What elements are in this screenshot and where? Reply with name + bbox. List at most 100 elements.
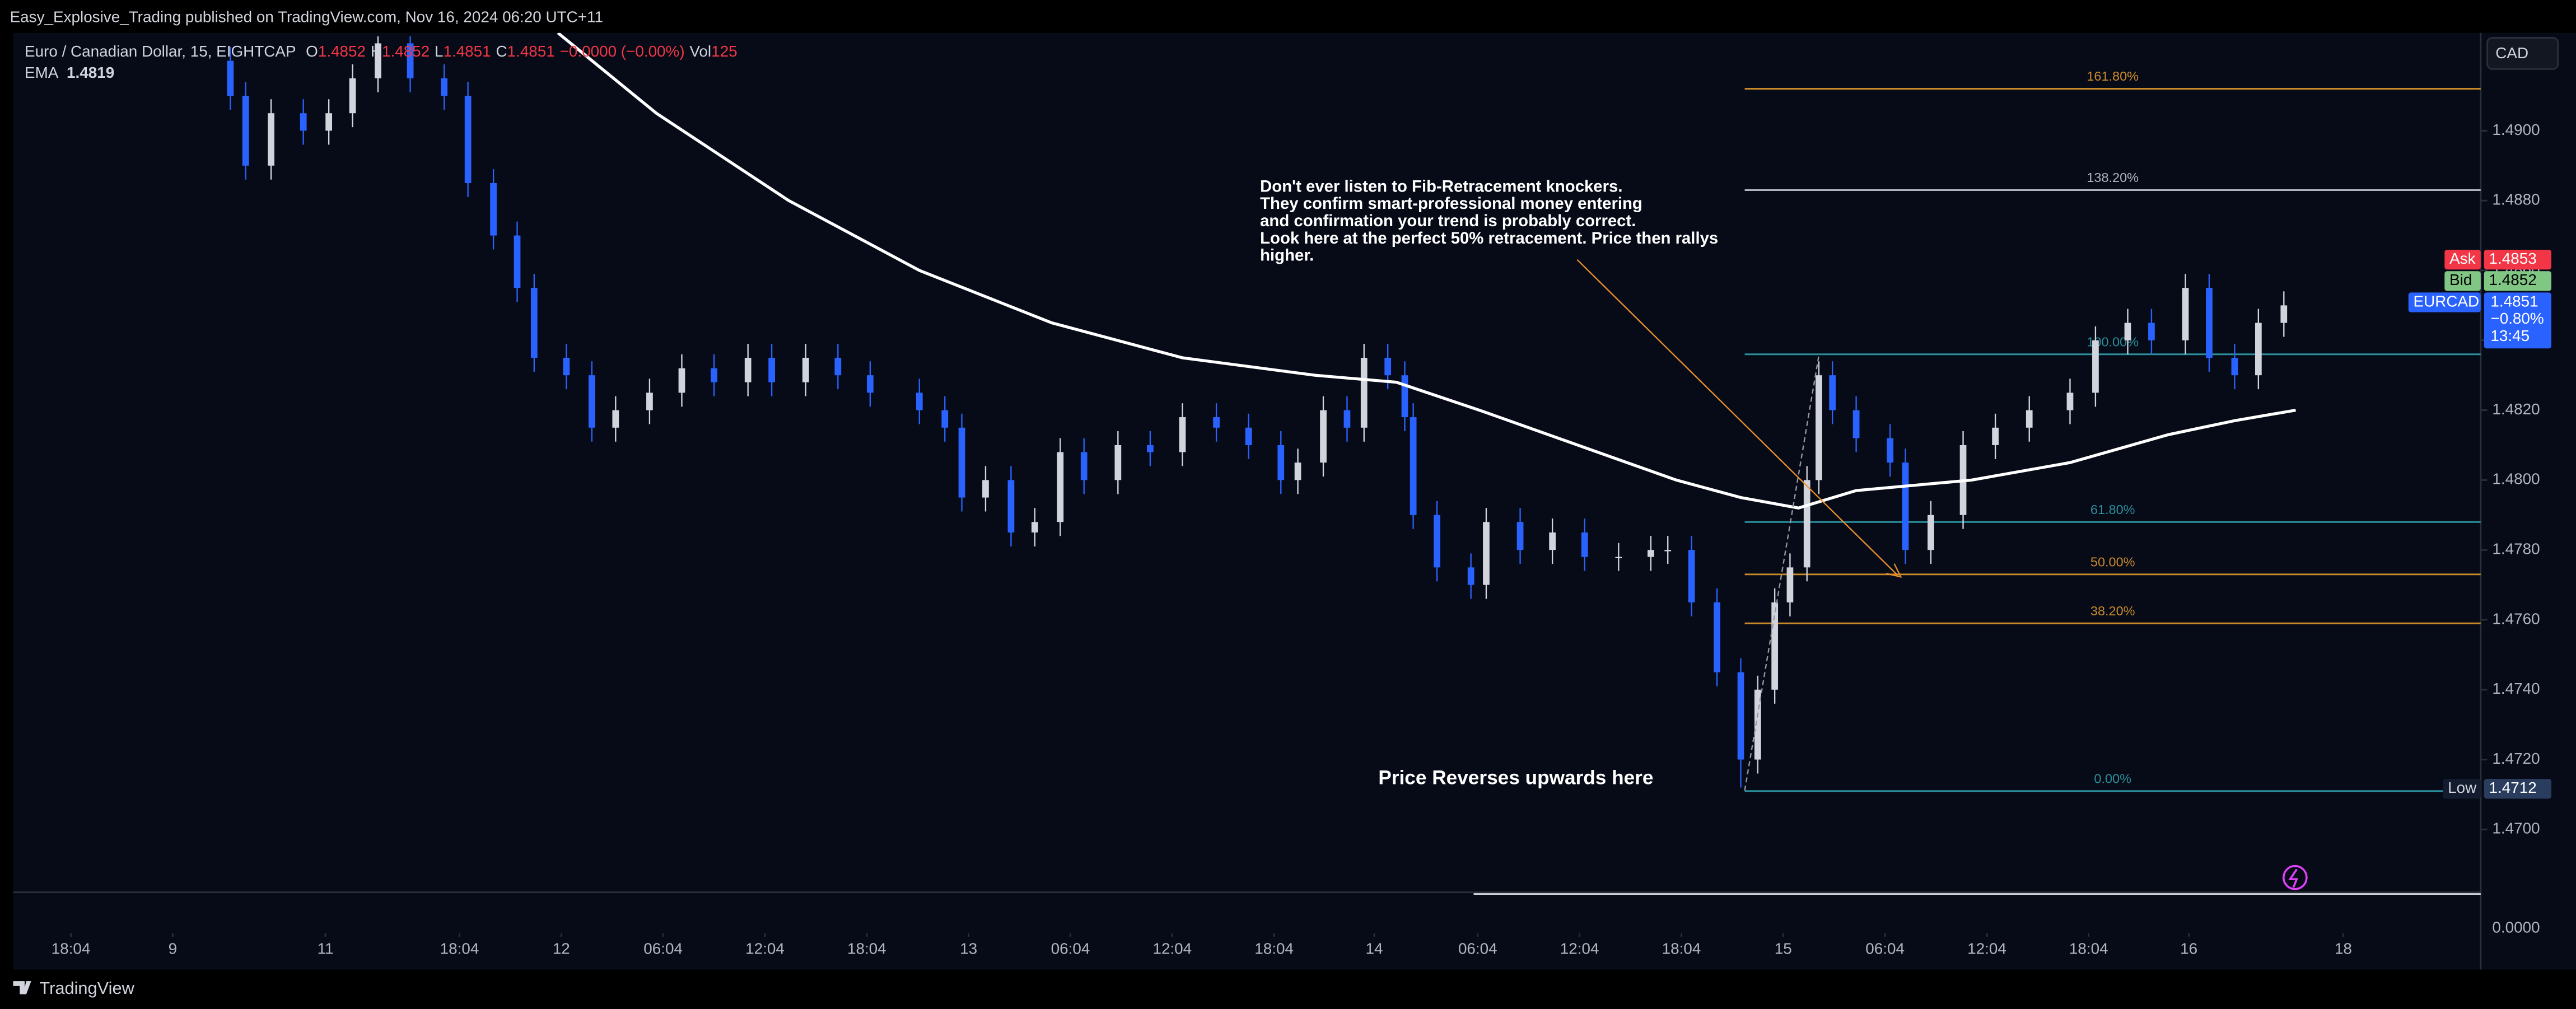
candle-body xyxy=(1902,463,1909,550)
candle-body xyxy=(744,357,752,382)
annotation-line: higher. xyxy=(1260,246,1314,265)
candle-body xyxy=(1277,445,1285,480)
candle-body xyxy=(646,393,653,410)
x-tick-label: 12:04 xyxy=(1152,940,1192,957)
candle-body xyxy=(1754,689,1761,760)
x-tick-label: 18:04 xyxy=(847,940,886,957)
ema-line xyxy=(557,32,2296,510)
candle-body xyxy=(2092,340,2099,393)
low-label-bg xyxy=(2443,779,2481,799)
candle-body xyxy=(2124,323,2131,340)
bid-price-bg xyxy=(2484,271,2551,291)
ask-label: Ask xyxy=(2449,250,2476,267)
y-tick-label: 1.4700 xyxy=(2492,820,2540,837)
x-tick-label: 06:04 xyxy=(1865,940,1905,957)
candle-body xyxy=(2280,305,2288,323)
candle-body xyxy=(768,357,775,382)
last-last: 1.4851 xyxy=(2490,292,2538,310)
candle-body xyxy=(227,60,234,96)
x-tick-label: 16 xyxy=(2180,940,2197,957)
x-tick-label: 12:04 xyxy=(1967,940,2006,957)
candle-body xyxy=(1648,550,1654,557)
ema-legend: EMA 1.4819 xyxy=(25,64,114,81)
annotation-arrow xyxy=(1576,259,1898,576)
last-countdown: 13:45 xyxy=(2490,327,2530,344)
fib-label: 50.00% xyxy=(2090,554,2135,569)
candle-body xyxy=(1213,417,1220,428)
candle-body xyxy=(1786,567,1794,602)
candle-body xyxy=(2066,393,2074,410)
candle-body xyxy=(1581,532,1588,557)
candle-body xyxy=(1147,445,1154,452)
symbol-legend: Euro / Canadian Dollar, 15, EIGHTCAP O1.4… xyxy=(25,43,738,60)
candle-body xyxy=(1887,438,1894,463)
candle-body xyxy=(1928,515,1934,550)
fib-label: 38.20% xyxy=(2090,604,2135,618)
candle-body xyxy=(2148,323,2155,340)
candle-body xyxy=(1007,480,1015,532)
brand-logo xyxy=(13,981,31,994)
x-tick-label: 12 xyxy=(553,940,570,957)
candle-body xyxy=(563,357,570,376)
candle-body xyxy=(1360,357,1368,428)
x-tick-label: 13 xyxy=(960,940,977,957)
ema-key: EMA xyxy=(25,64,59,81)
candle-body xyxy=(678,368,685,393)
fib-label: 61.80% xyxy=(2090,502,2135,517)
candle-body xyxy=(711,368,717,382)
candle-body xyxy=(1852,410,1860,438)
currency-button[interactable] xyxy=(2486,37,2559,70)
symbol-tag-bg xyxy=(2408,292,2481,312)
x-tick-label: 18:04 xyxy=(1254,940,1294,957)
currency-button-label[interactable]: CAD xyxy=(2495,44,2528,62)
candle-body xyxy=(1179,417,1186,452)
x-tick-label: 18:04 xyxy=(52,940,91,957)
candle-body xyxy=(1803,480,1810,568)
candle-body xyxy=(1816,375,1822,480)
x-tick-label: 06:04 xyxy=(643,940,683,957)
candle-body xyxy=(242,96,249,166)
x-tick-label: 9 xyxy=(169,940,177,957)
x-tick-label: 18:04 xyxy=(1662,940,1701,957)
candle-body xyxy=(1294,463,1301,480)
candle-body xyxy=(1434,515,1440,568)
x-tick-label: 18:04 xyxy=(440,940,479,957)
last-price-bg xyxy=(2484,292,2551,349)
bid-price: 1.4852 xyxy=(2489,271,2537,288)
candle-body xyxy=(589,375,595,428)
candle-body xyxy=(1057,452,1064,522)
x-tick-label: 15 xyxy=(1775,940,1792,957)
candle-body xyxy=(1031,522,1038,532)
annotation-line: Don't ever listen to Fib-Retracement kno… xyxy=(1260,177,1622,195)
candle-body xyxy=(441,78,448,96)
alert-icon[interactable] xyxy=(2283,865,2308,890)
candle-body xyxy=(1410,417,1417,515)
x-tick-label: 11 xyxy=(318,940,334,957)
symbol-name: Euro / Canadian Dollar, 15, EIGHTCAP xyxy=(25,43,296,60)
candle-body xyxy=(2231,357,2238,376)
x-tick-label: 06:04 xyxy=(1458,940,1497,957)
candle-body xyxy=(1483,522,1490,585)
ohlc-value: 1.4852 xyxy=(382,43,430,60)
candle-body xyxy=(1245,427,1252,445)
candle-body xyxy=(867,375,874,393)
candle-body xyxy=(1320,410,1327,463)
last-change: −0.80% xyxy=(2490,310,2544,327)
bid-label: Bid xyxy=(2449,271,2472,288)
ohlc-value: 1.4851 xyxy=(443,43,491,60)
x-tick-label: 12:04 xyxy=(1560,940,1599,957)
brand-name: TradingView xyxy=(39,978,134,998)
candle-body xyxy=(530,288,538,358)
reversal-note: Price Reverses upwards here xyxy=(1378,767,1653,788)
fib-label: 0.00% xyxy=(2094,771,2131,786)
candle-body xyxy=(1467,567,1474,585)
candle-body xyxy=(1615,557,1622,558)
candle-body xyxy=(2182,288,2189,340)
change: −0.0000 (−0.00%) xyxy=(560,43,685,60)
ask-price: 1.4853 xyxy=(2489,250,2537,267)
publisher-line: Easy_Explosive_Trading published on Trad… xyxy=(10,8,603,26)
x-tick-label: 14 xyxy=(1365,940,1383,957)
candle-body xyxy=(349,78,356,114)
ask-price-bg xyxy=(2484,250,2551,270)
